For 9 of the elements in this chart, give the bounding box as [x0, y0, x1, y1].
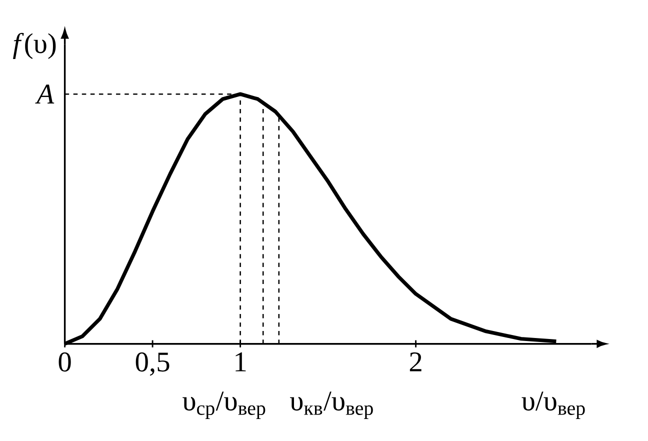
x-axis-title: υ/υ$_{вер}$	[522, 392, 585, 419]
ref-line-label: υ$_{кв}$/υ$_{вер}$	[290, 392, 373, 419]
y-axis-title: f(υ)	[13, 32, 56, 60]
x-tick-label: 0	[58, 352, 71, 372]
x-tick-label: 2	[410, 352, 422, 372]
x-tick-label: 1	[236, 352, 246, 372]
annotation: A	[35, 84, 54, 104]
x-tick-label: 0,5	[136, 352, 170, 376]
ref-line-label: υ$_{ср}$/υ$_{вер}$	[182, 392, 266, 419]
